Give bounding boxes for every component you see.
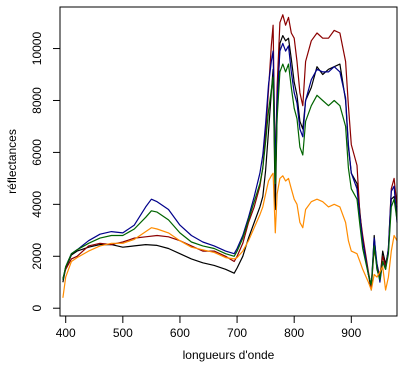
x-tick-label: 600 [170, 326, 190, 340]
x-tick-label: 900 [341, 326, 361, 340]
x-tick-label: 500 [113, 326, 133, 340]
y-tick-label: 0 [30, 305, 44, 312]
x-tick-label: 400 [56, 326, 76, 340]
y-tick-label: 2000 [30, 243, 44, 270]
x-axis-label: longueurs d'onde [183, 348, 275, 362]
x-tick-label: 800 [284, 326, 304, 340]
y-tick-label: 8000 [30, 87, 44, 114]
y-tick-label: 4000 [30, 191, 44, 218]
series-line-4 [62, 63, 398, 286]
y-axis-label: réflectances [5, 129, 19, 194]
series-line-3 [62, 42, 398, 286]
x-axis: 400 500 600 700 800 900 [56, 316, 362, 340]
plot-lines [62, 14, 398, 298]
x-tick-label: 700 [227, 326, 247, 340]
y-tick-label: 6000 [30, 139, 44, 166]
plot-frame [59, 6, 398, 317]
y-axis: 0 2000 4000 6000 8000 10000 [30, 32, 60, 312]
series-line-5 [62, 172, 398, 298]
y-tick-label: 10000 [30, 32, 44, 66]
